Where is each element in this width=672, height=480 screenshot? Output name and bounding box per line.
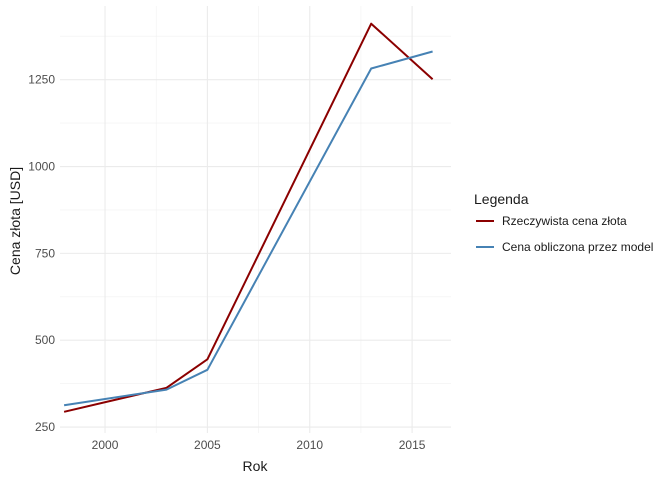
- grid-major: [60, 6, 451, 433]
- x-tick-labels: 2000 2005 2010 2015: [92, 438, 426, 452]
- legend-items: Rzeczywista cena złota Cena obliczona prz…: [476, 214, 653, 254]
- y-tick-label: 750: [35, 246, 55, 260]
- y-tick-label: 500: [35, 333, 55, 347]
- y-tick-labels: 250 500 750 1000 1250: [28, 73, 55, 434]
- grid-minor: [60, 6, 451, 433]
- legend-title: Legenda: [474, 191, 529, 207]
- legend-label: Cena obliczona przez model: [502, 240, 653, 254]
- legend: Legenda Rzeczywista cena złota Cena oblic…: [474, 191, 653, 254]
- x-tick-label: 2010: [296, 438, 323, 452]
- y-axis-title: Cena złota [USD]: [7, 167, 23, 275]
- y-tick-label: 1250: [28, 73, 55, 87]
- x-tick-label: 2005: [194, 438, 221, 452]
- y-tick-label: 1000: [28, 160, 55, 174]
- series-lines: [63, 22, 434, 413]
- series-line-1: [63, 22, 434, 413]
- x-tick-label: 2000: [92, 438, 119, 452]
- y-tick-label: 250: [35, 420, 55, 434]
- legend-item: Rzeczywista cena złota: [476, 214, 627, 228]
- legend-item: Cena obliczona przez model: [476, 240, 653, 254]
- x-tick-label: 2015: [399, 438, 426, 452]
- series-line-2: [63, 50, 433, 407]
- legend-label: Rzeczywista cena złota: [502, 214, 627, 228]
- x-axis-title: Rok: [243, 458, 269, 474]
